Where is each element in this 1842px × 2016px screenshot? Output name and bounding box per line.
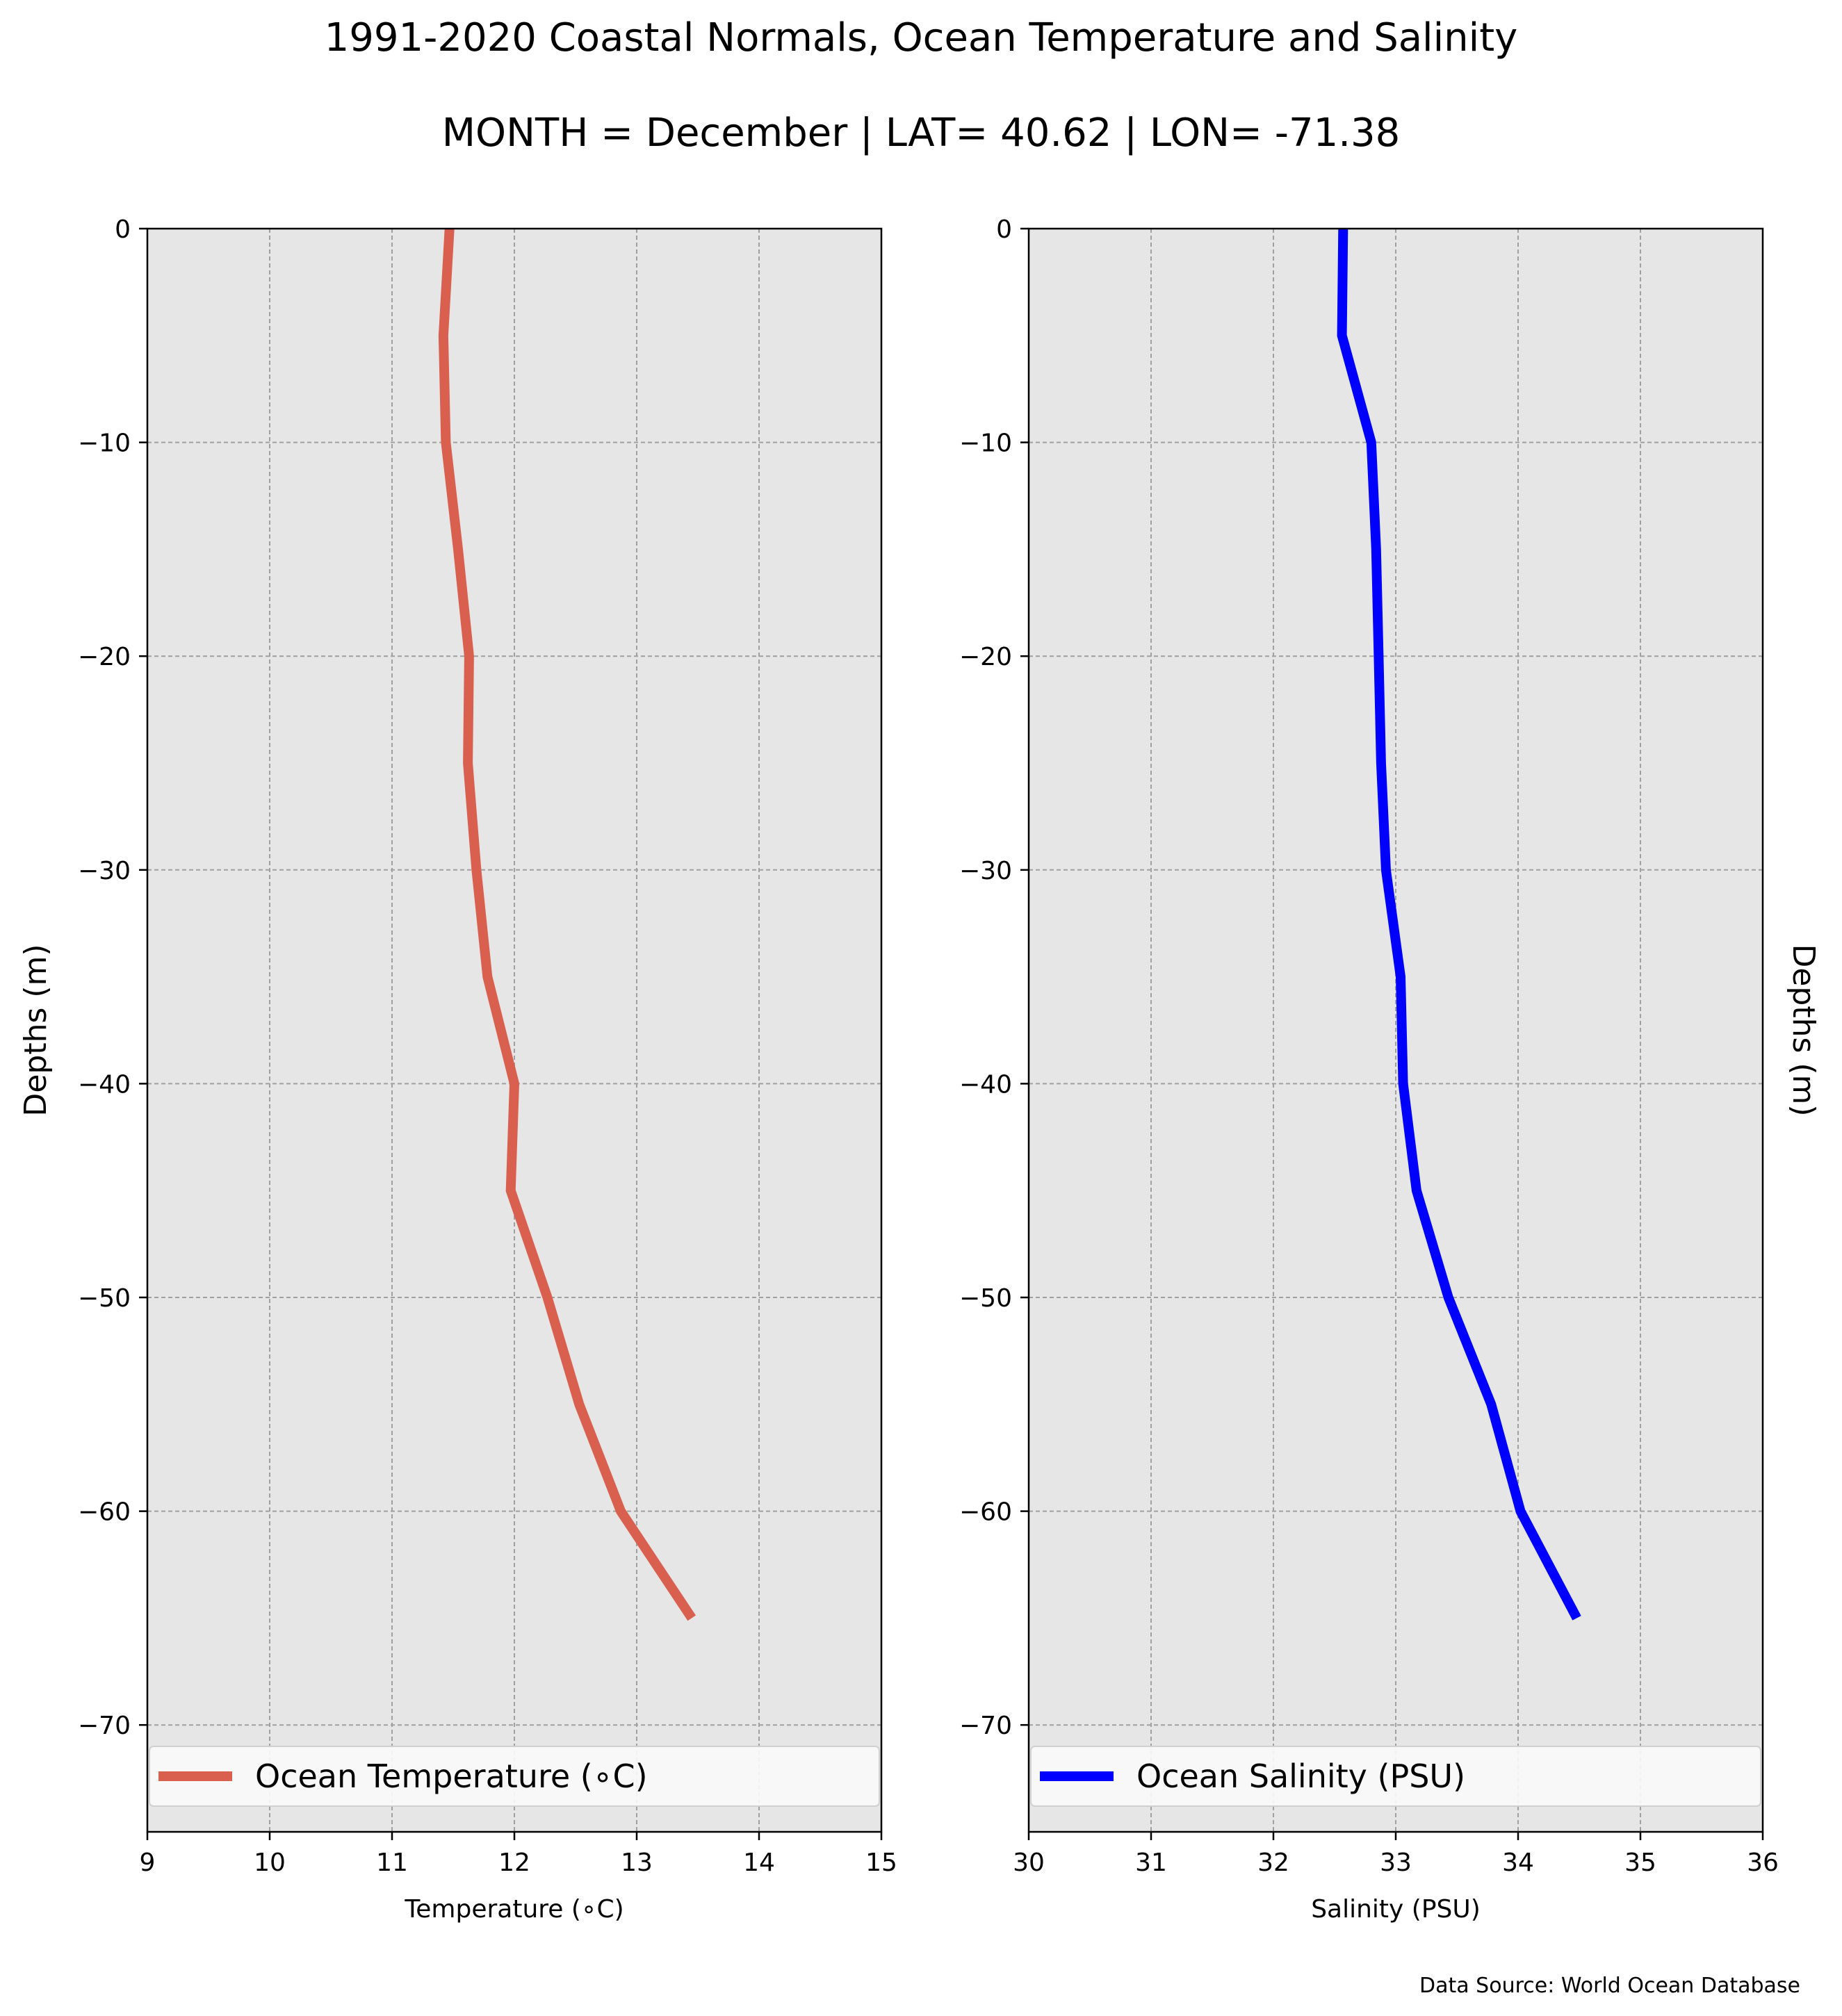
chart-title: 1991-2020 Coastal Normals, Ocean Tempera…: [325, 15, 1518, 60]
x-tick-label: 36: [1747, 1849, 1779, 1877]
panel-temperature: 9 10 11 12 13 14 15 0 −10 −20 −30 −40 −50 −60 −70 Tempe…: [18, 215, 897, 1924]
x-axis-label: Salinity (PSU): [1311, 1895, 1481, 1924]
y-tick-label: −10: [78, 429, 131, 458]
x-tick-label: 32: [1257, 1849, 1289, 1877]
panel-salinity: 30 31 32 33 34 35 36 0 −10 −20 −30 −40 −50 −60 −70 Sali…: [959, 215, 1821, 1924]
y-tick-label: −60: [959, 1498, 1012, 1527]
legend-box: [149, 1746, 880, 1807]
y-tick-label: −50: [78, 1284, 131, 1313]
legend-box: [1030, 1746, 1761, 1807]
y-tick-label: −20: [959, 643, 1012, 671]
y-tick-label: −40: [959, 1070, 1012, 1099]
legend-label: Ocean Salinity (PSU): [1136, 1757, 1465, 1795]
x-tick-label: 30: [1013, 1849, 1045, 1877]
legend-label: Ocean Temperature (∘C): [255, 1757, 648, 1795]
x-tick-label: 31: [1135, 1849, 1167, 1877]
y-tick-label: −70: [78, 1712, 131, 1740]
y-tick-label: −30: [959, 857, 1012, 885]
chart-subtitle: MONTH = December | LAT= 40.62 | LON= -71…: [442, 110, 1401, 156]
x-tick-label: 34: [1502, 1849, 1534, 1877]
series-line-salinity: [1337, 228, 1581, 1621]
y-axis-label: Depths (m): [1786, 944, 1821, 1116]
data-source-note: Data Source: World Ocean Database: [1419, 1974, 1800, 1998]
y-tick-label: −60: [78, 1498, 131, 1527]
y-tick-label: −70: [959, 1712, 1012, 1740]
x-tick-label: 13: [621, 1849, 653, 1877]
y-tick-label: −20: [78, 643, 131, 671]
legend: Ocean Temperature (∘C): [149, 1746, 880, 1807]
x-tick-label: 33: [1380, 1849, 1412, 1877]
y-tick-label: −10: [959, 429, 1012, 458]
y-tick-label: 0: [996, 215, 1012, 244]
x-tick-label: 11: [376, 1849, 408, 1877]
y-tick-label: −50: [959, 1284, 1012, 1313]
x-tick-label: 15: [865, 1849, 897, 1877]
y-tick-label: −40: [78, 1070, 131, 1099]
x-tick-label: 35: [1624, 1849, 1656, 1877]
x-tick-label: 10: [254, 1849, 286, 1877]
x-tick-label: 14: [743, 1849, 775, 1877]
x-tick-label: 9: [140, 1849, 156, 1877]
x-axis-label: Temperature (∘C): [404, 1895, 623, 1924]
y-tick-label: 0: [115, 215, 131, 244]
series-line-temperature: [438, 228, 696, 1621]
y-axis-label: Depths (m): [18, 944, 54, 1116]
x-tick-label: 12: [498, 1849, 530, 1877]
legend: Ocean Salinity (PSU): [1030, 1746, 1761, 1807]
y-tick-label: −30: [78, 857, 131, 885]
